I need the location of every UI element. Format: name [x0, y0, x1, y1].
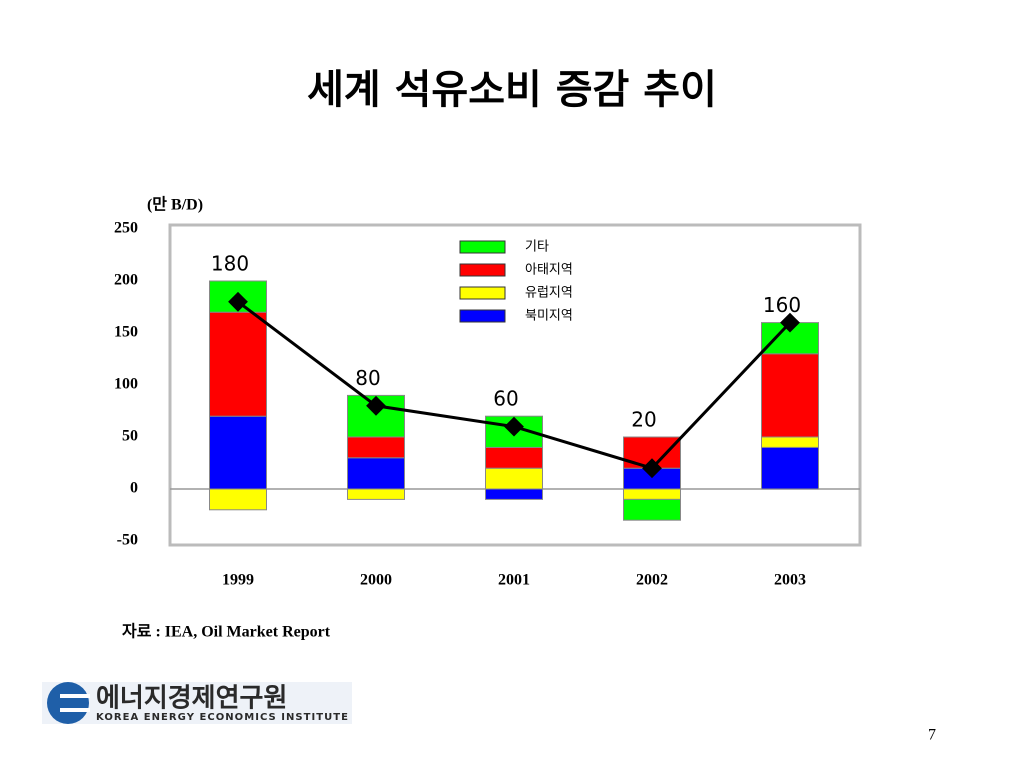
legend-swatch	[459, 286, 506, 300]
legend-swatch	[459, 240, 506, 254]
x-tick-label: 1999	[222, 572, 254, 589]
x-tick-label: 2000	[360, 572, 392, 589]
total-marker	[228, 291, 248, 312]
y-tick-label: 50	[122, 428, 138, 445]
bar-segment	[347, 457, 405, 490]
logo-mark	[47, 682, 89, 724]
x-tick-label: 2003	[774, 572, 806, 589]
slide-title: 세계 석유소비 증감 추이	[307, 67, 717, 113]
bar-segment	[623, 498, 681, 521]
logo-english: KOREA ENERGY ECONOMICS INSTITUTE	[96, 712, 348, 723]
logo-stripe	[60, 708, 90, 712]
y-axis-label: (만 B/D)	[147, 196, 203, 214]
logo-name: 에너지경제연구원	[96, 684, 287, 714]
y-tick-label: -50	[117, 532, 138, 549]
total-label: 80	[355, 366, 380, 390]
total-marker	[366, 395, 386, 416]
bar-segment	[347, 436, 405, 459]
bar-segment	[485, 446, 543, 469]
total-label: 180	[211, 252, 249, 276]
bar-segment	[761, 446, 819, 490]
source-note: 자료 : IEA, Oil Market Report	[122, 623, 331, 641]
total-marker	[504, 416, 524, 437]
bar-segment	[485, 467, 543, 490]
bar-segment	[761, 436, 819, 448]
x-tick-label: 2002	[636, 572, 668, 589]
legend-label: 북미지역	[525, 309, 573, 324]
y-tick-label: 0	[130, 480, 138, 497]
total-label: 160	[763, 293, 801, 317]
y-tick-label: 150	[114, 324, 138, 341]
logo-bg	[42, 682, 352, 724]
total-marker	[780, 312, 800, 333]
bar-segment	[209, 488, 267, 511]
total-label: 60	[493, 387, 518, 411]
total-label: 20	[631, 408, 656, 432]
y-tick-label: 100	[114, 376, 138, 393]
legend-swatch	[459, 309, 506, 323]
bar-segment	[485, 488, 543, 500]
logo: 에너지경제연구원 KOREA ENERGY ECONOMICS INSTITUT…	[42, 682, 352, 724]
legend-label: 유럽지역	[525, 286, 573, 301]
total-marker	[642, 458, 662, 479]
page-number: 7	[928, 727, 936, 744]
bar-segment	[209, 311, 267, 417]
logo-stripe	[60, 694, 90, 698]
x-tick-label: 2001	[498, 572, 530, 589]
bar-segment	[347, 488, 405, 500]
legend-swatch	[459, 263, 506, 277]
bar-segment	[623, 488, 681, 500]
y-tick-label: 200	[114, 272, 138, 289]
bar-segment	[761, 353, 819, 438]
legend-label: 아태지역	[525, 263, 573, 278]
legend-label: 기타	[525, 240, 549, 255]
bar-segment	[209, 415, 267, 490]
y-tick-label: 250	[114, 220, 138, 237]
